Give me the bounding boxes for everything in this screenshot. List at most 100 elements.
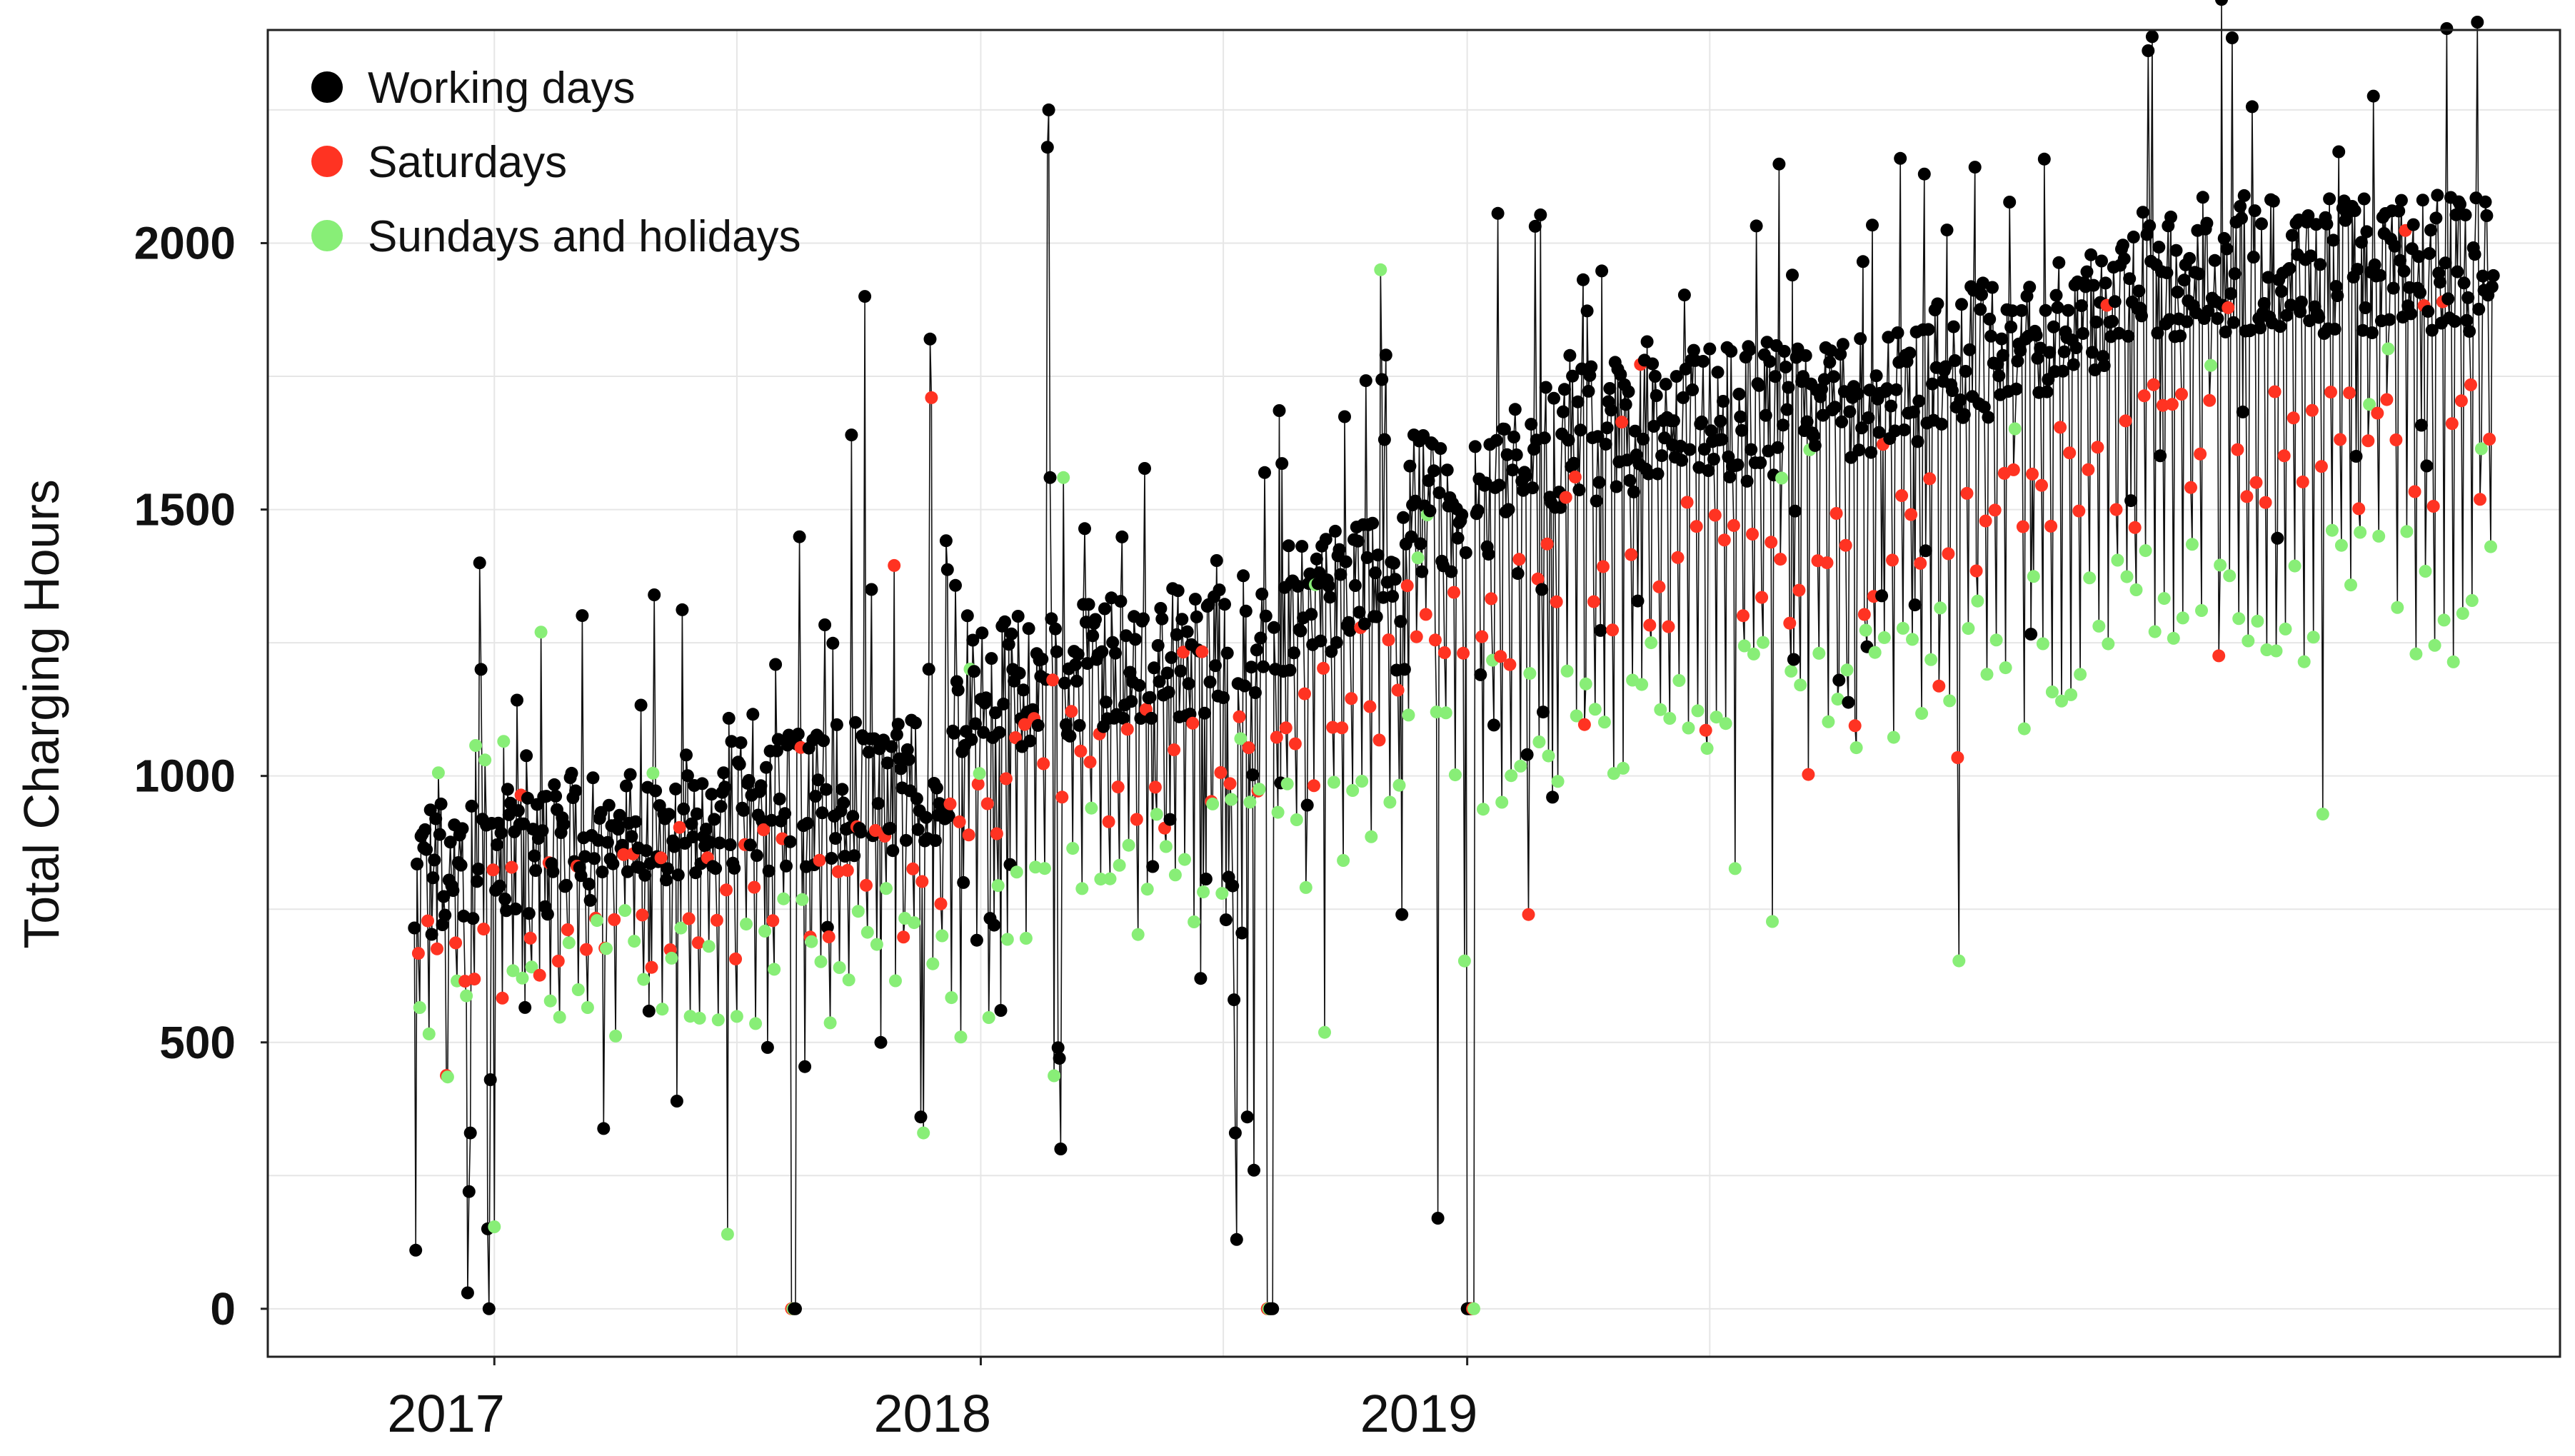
data-point-saturday [2454,394,2468,408]
data-point-sunday [740,918,753,931]
data-point-working [1780,403,1794,416]
data-point-working [433,828,446,841]
data-point-working [2037,152,2051,166]
data-point-working [2254,321,2267,335]
data-point-saturday [580,943,593,956]
data-point-working [1957,408,1971,421]
data-point-working [835,783,849,796]
data-point-working [2225,31,2239,44]
data-point-working [2164,210,2177,224]
data-point-working [2449,208,2463,221]
data-point-working [1975,288,1988,301]
data-point-working [1210,554,1223,567]
data-point-working [939,534,953,548]
data-point-sunday [2307,631,2320,644]
data-point-working [754,779,768,793]
data-point-saturday [2054,421,2067,434]
data-point-working [1502,503,1515,516]
data-point-working [815,806,829,820]
data-point-working [1655,449,1669,463]
data-point-sunday [2344,578,2357,592]
data-point-saturday [1345,692,1358,706]
data-point-working [1022,622,1035,636]
data-point-saturday [1531,572,1545,586]
data-point-saturday [2016,520,2029,533]
data-point-working [1862,411,1875,424]
data-point-saturday [1195,645,1209,658]
data-point-saturday [1400,579,1414,593]
data-point-sunday [600,942,613,955]
data-point-working [1702,464,1715,477]
data-point-working [1109,646,1122,660]
data-point-working [454,858,468,872]
data-point-working [1786,268,1799,282]
data-point-sunday [2008,422,2022,436]
data-point-working [2451,265,2464,278]
data-point-working [1891,326,1904,339]
data-point-working [2365,326,2379,339]
data-point-working [1171,584,1185,598]
data-point-working [1705,424,1718,438]
data-point-working [1248,686,1262,699]
data-point-working [1151,639,1165,652]
data-point-working [583,893,597,907]
data-point-working [1725,344,1738,358]
data-point-working [1955,298,1968,311]
data-point-saturday [897,930,910,944]
data-point-working [1828,401,1842,414]
data-point-working [1557,405,1570,418]
data-point-working [1440,463,1454,477]
data-point-working [2366,89,2380,103]
data-point-working [648,588,661,601]
data-point-sunday [1887,730,1900,744]
data-point-working [434,797,448,810]
data-point-working [1816,408,1829,422]
data-point-working [1935,418,1948,431]
data-point-working [1763,355,1777,368]
data-point-working [541,908,554,921]
data-point-working [1451,531,1465,545]
data-point-working [2089,316,2103,328]
data-point-working [985,652,998,666]
data-point-sunday [1794,678,1807,692]
data-point-working [1734,410,1747,423]
data-point-sunday [441,1070,454,1084]
data-point-saturday [1597,560,1610,573]
data-point-working [1911,435,1924,448]
x-tick-label: 2017 [387,1384,505,1443]
data-point-sunday [1495,795,1509,809]
data-point-saturday [1447,586,1460,599]
data-point-working [1675,453,1689,467]
data-point-working [1777,345,1791,358]
data-point-saturday [1942,547,1955,561]
data-point-sunday [1859,623,1872,637]
x-tick-label: 2019 [1360,1384,1478,1443]
data-point-saturday [729,952,743,965]
data-point-working [2348,204,2361,217]
data-point-saturday [1046,673,1060,687]
data-point-working [2023,281,2037,294]
data-point-working [1500,448,1514,461]
data-point-working [1855,421,1869,435]
data-point-saturday [1904,508,1918,521]
data-point-sunday [1617,761,1630,775]
data-point-sunday [1597,716,1611,729]
data-point-sunday [2102,637,2115,651]
data-point-working [2171,286,2184,298]
data-point-working [1650,389,1663,402]
data-point-sunday [1747,647,1760,661]
data-point-working [2219,325,2232,338]
data-point-saturday [1168,743,1181,757]
data-point-saturday [2334,433,2347,446]
data-point-working [1787,653,1800,666]
data-point-sunday [842,973,855,987]
data-point-working [1782,381,1795,394]
data-point-sunday [805,935,818,948]
data-point-saturday [1419,608,1432,621]
y-tick-label: 1000 [134,750,236,802]
data-point-working [713,836,726,850]
data-point-saturday [2194,447,2207,461]
data-point-saturday [2082,463,2095,476]
data-point-working [1322,579,1335,593]
data-point-working [1228,1126,1242,1140]
